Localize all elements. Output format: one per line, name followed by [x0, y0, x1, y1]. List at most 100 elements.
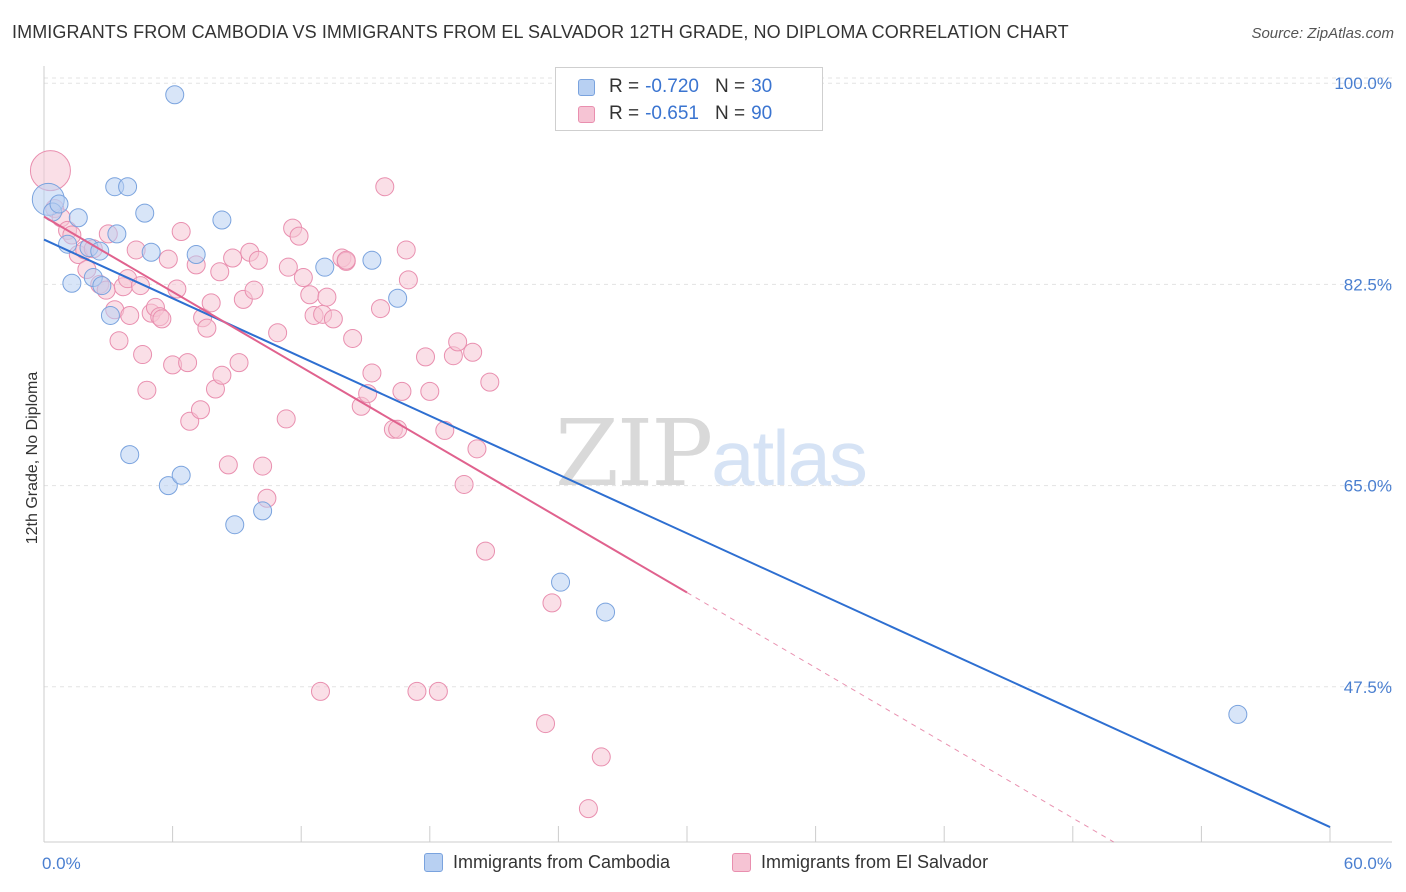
legend-n-label: N = — [714, 103, 746, 124]
y-tick-label-0: 47.5% — [1344, 678, 1392, 697]
point-el-salvador — [300, 285, 320, 305]
point-cambodia — [107, 224, 127, 244]
point-el-salvador — [253, 456, 273, 476]
point-el-salvador — [317, 287, 337, 307]
point-el-salvador — [212, 365, 232, 385]
point-el-salvador — [229, 353, 249, 373]
legend-item-cambodia: Immigrants from Cambodia — [424, 852, 670, 873]
point-el-salvador — [476, 541, 496, 561]
point-el-salvador — [109, 331, 129, 351]
point-cambodia — [253, 501, 273, 521]
watermark: ZIPatlas — [555, 400, 868, 507]
point-el-salvador — [190, 400, 210, 420]
trendline-el-salvador-extension — [686, 592, 1114, 843]
point-el-salvador — [201, 293, 221, 313]
legend-swatch-el-salvador — [732, 853, 751, 872]
point-el-salvador — [396, 240, 416, 260]
point-cambodia — [68, 208, 88, 228]
point-el-salvador — [223, 248, 243, 268]
point-el-salvador — [137, 380, 157, 400]
point-el-salvador — [536, 714, 556, 734]
legend-label-cambodia: Immigrants from Cambodia — [453, 852, 671, 872]
point-el-salvador — [323, 309, 343, 329]
series-legend: Immigrants from Cambodia Immigrants from… — [0, 852, 1406, 878]
series-el-salvador-points — [29, 150, 611, 819]
x-tick-label-0: 0.0% — [42, 854, 81, 873]
point-el-salvador — [343, 328, 363, 348]
point-el-salvador — [152, 309, 172, 329]
legend-n-value: 30 — [751, 76, 773, 97]
point-el-salvador — [371, 299, 391, 319]
point-el-salvador — [268, 323, 288, 343]
trendline-el-salvador — [43, 215, 688, 594]
legend-r-label: R = — [609, 103, 640, 124]
x-tick-labels: 0.0% 60.0% — [42, 854, 1392, 873]
point-cambodia — [141, 242, 161, 262]
point-el-salvador — [278, 257, 298, 277]
point-cambodia — [225, 515, 245, 535]
point-cambodia — [158, 476, 178, 496]
point-cambodia — [596, 602, 616, 622]
point-el-salvador — [120, 305, 140, 325]
point-el-salvador — [362, 363, 382, 383]
point-el-salvador — [454, 474, 474, 494]
y-tick-label-1: 65.0% — [1344, 477, 1392, 496]
point-cambodia — [62, 273, 82, 293]
legend-row-cambodia: R = -0.720 N = 30 — [578, 74, 772, 100]
point-el-salvador — [428, 681, 448, 701]
point-cambodia — [186, 245, 206, 265]
correlation-legend: R = -0.720 N = 30 R = -0.651 N = 90 — [555, 67, 823, 131]
point-cambodia — [92, 276, 112, 296]
legend-swatch-cambodia — [424, 853, 443, 872]
x-tick-label-1: 60.0% — [1344, 854, 1392, 873]
point-el-salvador — [178, 353, 198, 373]
point-cambodia — [212, 210, 232, 230]
trendline-cambodia — [43, 238, 1331, 828]
axes — [43, 66, 1392, 843]
point-cambodia — [1228, 704, 1248, 724]
y-tick-label-2: 82.5% — [1344, 275, 1392, 294]
legend-swatch-cambodia — [578, 78, 595, 96]
point-cambodia — [118, 177, 138, 197]
grid-lines — [44, 77, 1392, 688]
legend-n-value: 90 — [751, 103, 773, 124]
point-el-salvador — [197, 318, 217, 338]
trendlines — [43, 215, 1331, 843]
point-cambodia — [171, 465, 191, 485]
point-el-salvador — [435, 420, 455, 440]
point-el-salvador — [289, 226, 309, 246]
point-el-salvador — [293, 268, 313, 288]
point-el-salvador — [448, 332, 468, 352]
point-el-salvador — [467, 439, 487, 459]
point-cambodia — [551, 572, 571, 592]
point-el-salvador — [218, 455, 238, 475]
point-cambodia — [49, 194, 69, 214]
point-el-salvador — [407, 681, 427, 701]
point-el-salvador — [375, 177, 395, 197]
series-cambodia-points — [31, 85, 1248, 724]
point-cambodia — [388, 288, 408, 308]
point-cambodia — [165, 85, 185, 105]
point-el-salvador — [248, 250, 268, 270]
legend-label-el-salvador: Immigrants from El Salvador — [761, 852, 989, 872]
point-el-salvador — [171, 222, 191, 242]
y-axis-title: 12th Grade, No Diploma — [24, 372, 41, 545]
point-cambodia — [100, 305, 120, 325]
point-el-salvador — [416, 347, 436, 367]
source-label: Source: ZipAtlas.com — [1251, 25, 1394, 42]
point-cambodia — [315, 257, 335, 277]
point-el-salvador — [392, 381, 412, 401]
point-el-salvador — [158, 249, 178, 269]
point-el-salvador — [463, 342, 483, 362]
point-el-salvador — [210, 262, 230, 282]
point-el-salvador — [133, 345, 153, 365]
point-el-salvador — [276, 409, 296, 429]
legend-n-label: N = — [714, 76, 746, 97]
point-cambodia — [135, 203, 155, 223]
legend-r-label: R = — [609, 76, 640, 97]
legend-r-value: -0.720 — [645, 76, 699, 97]
point-el-salvador — [310, 681, 330, 701]
y-tick-labels: 47.5% 65.0% 82.5% 100.0% — [1334, 74, 1392, 697]
point-cambodia — [120, 445, 140, 465]
